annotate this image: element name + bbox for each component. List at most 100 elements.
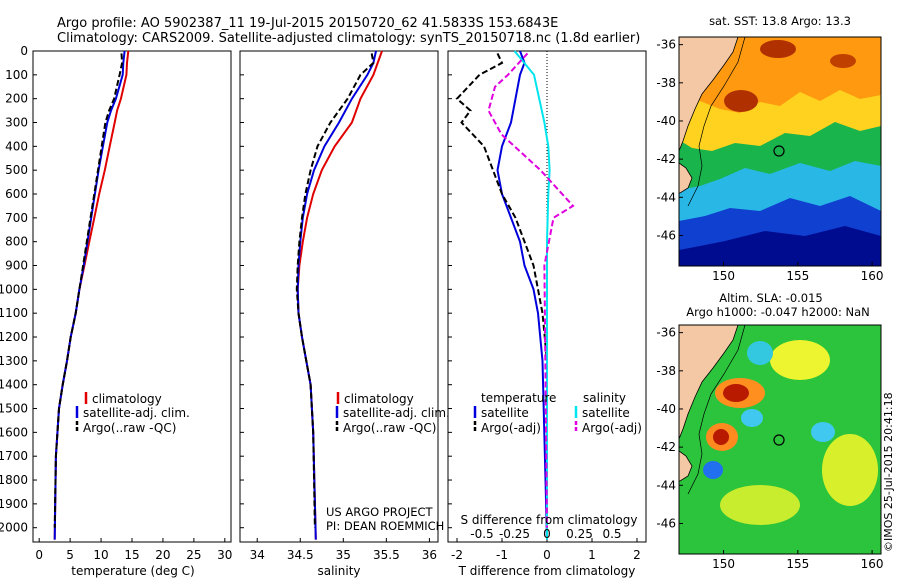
temperature-x-axis: 0 5 10 15 20 25 30: [35, 538, 232, 562]
depth-tick-label: 1300: [0, 354, 28, 368]
depth-axis: 0 100 200 300 400 500 600 700 800 900 1000 1100 1200…: [0, 44, 37, 535]
sst-shelf-contour: [687, 37, 746, 207]
legend-temperature-title: temperature: [481, 391, 556, 405]
sla-red-core-1: [723, 384, 749, 402]
x-tick-label: 30: [217, 548, 232, 562]
sla-yellow-patch-3: [720, 485, 800, 525]
sla-land: [679, 325, 739, 440]
salinity-axes-box: [239, 50, 439, 543]
temperature-panel: 0100200300400500600700800900100011001200…: [0, 44, 232, 578]
lat-tick-label: -38: [656, 76, 676, 90]
depth-tick-label: 1800: [0, 473, 28, 487]
sst-warm-eddy-3: [830, 54, 856, 68]
temperature-legend: climatology satellite-adj. clim. Argo(..…: [75, 392, 190, 435]
depth-tick-label: 500: [5, 163, 28, 177]
x-tick-label: 34.5: [287, 548, 314, 562]
difference-legend: temperature satellite Argo(-adj) salinit…: [473, 391, 642, 435]
sst-map-field: [679, 37, 881, 266]
series-line-s-argo: [487, 52, 575, 528]
temperature-axes-box: [32, 50, 232, 543]
sst-map-frame: [678, 36, 882, 267]
lon-tick-label: 160: [861, 269, 884, 283]
legend-label-argo: Argo(..raw -QC): [83, 421, 176, 435]
x-tick-label: 2: [633, 548, 641, 562]
x-tick-label: 0: [35, 548, 43, 562]
sla-blue-patch: [703, 461, 723, 479]
x-tick-label: 36: [422, 548, 437, 562]
x-tick-label: -2: [451, 548, 463, 562]
sla-yellow-patch-1: [770, 340, 830, 380]
s-tick-label: 0.5: [602, 527, 621, 541]
temperature-xlabel: temperature (deg C): [71, 564, 194, 578]
legend-label-s-satellite: satellite: [582, 406, 630, 420]
x-tick-label: 1: [588, 548, 596, 562]
lat-tick-label: -36: [656, 38, 676, 52]
depth-tick-label: 1000: [0, 282, 28, 296]
lat-tick-label: -44: [656, 478, 676, 492]
lat-tick-label: -46: [656, 516, 676, 530]
sst-argo-marker: [773, 145, 785, 157]
x-tick-label: 34: [250, 548, 265, 562]
legend-label-climatology: climatology: [92, 392, 162, 406]
s-tick-label: 0.25: [566, 527, 593, 541]
difference-series: [455, 50, 575, 540]
salinity-xlabel: salinity: [317, 564, 360, 578]
depth-tick-label: 600: [5, 187, 28, 201]
depth-tick-label: 1400: [0, 378, 28, 392]
x-tick-label: 10: [93, 548, 108, 562]
salinity-legend: climatology satellite-adj. clim. Argo(..…: [335, 392, 450, 435]
series-line-argo: [53, 53, 124, 528]
lon-tick-label: 150: [712, 269, 735, 283]
sla-cyan-patch-3: [741, 409, 763, 427]
sst-map-panel: sat. SST: 13.8 Argo: 13.3 150 155 160 -36 -3…: [656, 14, 883, 283]
depth-tick-label: 200: [5, 92, 28, 106]
salinity-series: [295, 50, 383, 540]
difference-depth-ticks: [448, 50, 452, 529]
depth-tick-label: 400: [5, 139, 28, 153]
sla-red-core-2: [713, 429, 729, 445]
lat-tick-label: -42: [656, 440, 676, 454]
depth-tick-label: 300: [5, 116, 28, 130]
temperature-series: [53, 50, 130, 540]
sst-warm-eddy-2: [760, 40, 796, 58]
sst-map-title: sat. SST: 13.8 Argo: 13.3: [709, 14, 851, 28]
header-line1: Argo profile: AO 5902387_11 19-Jul-2015 …: [57, 16, 558, 31]
s-difference-label: S difference from climatology: [461, 513, 638, 527]
legend-label-t-satellite: satellite: [481, 406, 529, 420]
lat-tick-label: -42: [656, 152, 676, 166]
depth-tick-label: 800: [5, 235, 28, 249]
depth-tick-label: 1200: [0, 330, 28, 344]
series-line-t-argo: [455, 52, 548, 528]
x-tick-label: 0: [543, 548, 551, 562]
lat-tick-label: -40: [656, 402, 676, 416]
sla-cyan-patch-2: [811, 422, 835, 442]
legend-label-climatology: climatology: [344, 392, 414, 406]
legend-label-s-argo: Argo(-adj): [582, 421, 642, 435]
depth-tick-label: 1500: [0, 402, 28, 416]
sla-map-title-line1: Altim. SLA: -0.015: [719, 291, 823, 305]
salinity-panel: 34 34.5 35 35.5 36 salinity climatology sate…: [239, 50, 450, 578]
sst-map-axes: 150 155 160 -36 -38 -40 -42 -44 -46: [656, 38, 883, 283]
s-tick-label: 0: [543, 527, 551, 541]
s-difference-ticks: -0.5 -0.25 0 0.25 0.5: [470, 527, 621, 541]
depth-tick-label: 0: [20, 44, 28, 58]
difference-panel: -2 -1 0 1 2 T difference from climatology S …: [447, 50, 647, 578]
s-tick-label: -0.5: [470, 527, 493, 541]
salinity-x-axis: 34 34.5 35 35.5 36: [250, 538, 437, 562]
x-tick-label: -1: [496, 548, 508, 562]
difference-x-axis: -2 -1 0 1 2: [451, 538, 641, 562]
depth-tick-label: 1600: [0, 425, 28, 439]
imos-credit: ©IMOS 25-Jul-2015 20:41:18: [882, 392, 895, 552]
sst-tasmania: [679, 162, 693, 194]
x-tick-label: 15: [124, 548, 139, 562]
depth-tick-label: 1700: [0, 449, 28, 463]
depth-tick-label: 1100: [0, 306, 28, 320]
project-annotation-line2: PI: DEAN ROEMMICH: [326, 519, 444, 533]
lon-tick-label: 150: [712, 557, 735, 571]
depth-tick-label: 1900: [0, 497, 28, 511]
salinity-depth-ticks: [240, 50, 244, 529]
sla-map-axes: 150 155 160 -36 -38 -40 -42 -44 -46: [656, 326, 883, 571]
lat-tick-label: -38: [656, 364, 676, 378]
x-tick-label: 35.5: [373, 548, 400, 562]
legend-label-t-argo: Argo(-adj): [481, 421, 541, 435]
